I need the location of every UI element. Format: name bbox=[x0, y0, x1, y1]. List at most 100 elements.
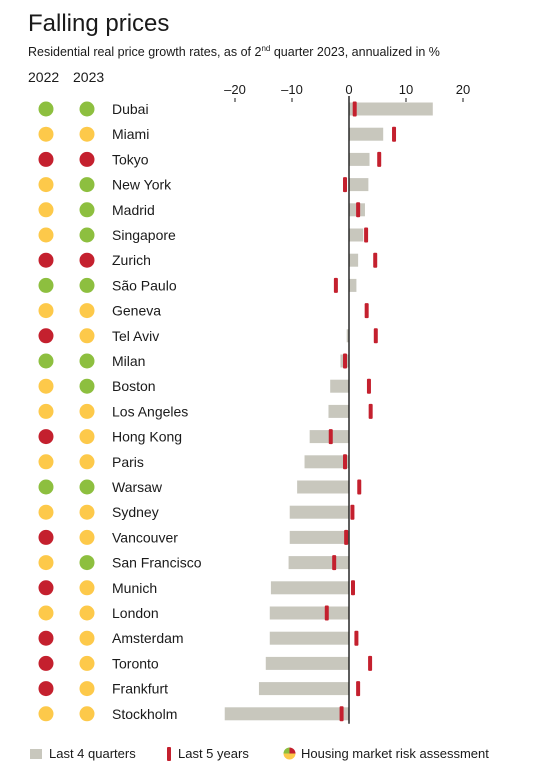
last-5-years-marker bbox=[357, 479, 362, 495]
last-4-quarters-bar bbox=[269, 631, 349, 645]
risk-2022-dot bbox=[38, 454, 54, 470]
risk-2023-dot bbox=[79, 227, 95, 243]
last-5-years-marker bbox=[392, 126, 397, 142]
risk-2023-dot bbox=[79, 403, 95, 419]
last-4-quarters-bar bbox=[346, 329, 349, 343]
last-4-quarters-bar bbox=[349, 253, 359, 267]
last-5-years-marker bbox=[356, 681, 361, 697]
risk-2023-dot bbox=[79, 429, 95, 445]
legend-bar-swatch bbox=[30, 748, 42, 759]
risk-2023-dot bbox=[79, 202, 95, 218]
city-label: Frankfurt bbox=[112, 681, 168, 697]
city-label: Los Angeles bbox=[112, 403, 188, 419]
risk-2023-dot bbox=[79, 328, 95, 344]
city-label: Sydney bbox=[112, 504, 159, 520]
last-4-quarters-bar bbox=[330, 379, 349, 393]
risk-2023-dot bbox=[79, 555, 95, 571]
legend-last-5-years: Last 5 years bbox=[167, 746, 249, 761]
subtitle-superscript: nd bbox=[261, 44, 271, 53]
risk-2022-dot bbox=[38, 202, 54, 218]
city-label: Hong Kong bbox=[112, 429, 182, 445]
last-5-years-marker bbox=[373, 328, 378, 344]
risk-2022-dot bbox=[38, 328, 54, 344]
last-4-quarters-bar bbox=[349, 278, 357, 292]
risk-2022-dot bbox=[38, 101, 54, 117]
legend-last-4-quarters: Last 4 quarters bbox=[30, 746, 136, 761]
last-5-years-marker bbox=[352, 101, 357, 117]
last-5-years-marker bbox=[324, 605, 329, 621]
last-4-quarters-bar bbox=[289, 505, 349, 519]
city-label: Singapore bbox=[112, 227, 176, 243]
last-4-quarters-bar bbox=[297, 480, 349, 494]
x-tick-label: 0 bbox=[345, 82, 352, 97]
risk-2023-dot bbox=[79, 378, 95, 394]
risk-2022-dot bbox=[38, 655, 54, 671]
last-4-quarters-bar bbox=[270, 581, 349, 595]
city-label: Tel Aviv bbox=[112, 328, 159, 344]
city-label: Toronto bbox=[112, 655, 159, 671]
city-label: Milan bbox=[112, 353, 145, 369]
risk-2022-dot bbox=[38, 303, 54, 319]
city-label: London bbox=[112, 605, 159, 621]
last-4-quarters-bar bbox=[349, 178, 369, 192]
last-4-quarters-bar bbox=[289, 530, 349, 544]
x-tick-label: –10 bbox=[281, 82, 303, 97]
city-label: Zurich bbox=[112, 252, 151, 268]
city-label: New York bbox=[112, 177, 172, 193]
legend-last-4-quarters-label: Last 4 quarters bbox=[49, 746, 136, 761]
risk-2022-dot bbox=[38, 706, 54, 722]
risk-2022-dot bbox=[38, 529, 54, 545]
risk-2022-dot bbox=[38, 378, 54, 394]
last-4-quarters-bar bbox=[265, 656, 349, 670]
risk-2022-dot bbox=[38, 681, 54, 697]
city-label: Vancouver bbox=[112, 529, 178, 545]
last-5-years-marker bbox=[343, 454, 348, 470]
last-4-quarters-bar bbox=[349, 127, 384, 141]
risk-2023-dot bbox=[79, 630, 95, 646]
city-label: Amsterdam bbox=[112, 630, 184, 646]
risk-2022-dot bbox=[38, 479, 54, 495]
last-5-years-marker bbox=[366, 378, 371, 394]
risk-2023-dot bbox=[79, 454, 95, 470]
year-2022-header: 2022 bbox=[28, 69, 60, 85]
city-label: Madrid bbox=[112, 202, 155, 218]
legend-risk-assessment: Housing market risk assessment bbox=[283, 746, 489, 761]
risk-2023-dot bbox=[79, 277, 95, 293]
city-label: Munich bbox=[112, 580, 157, 596]
risk-assessment-icon bbox=[283, 747, 296, 760]
chart-title: Falling prices bbox=[28, 10, 170, 37]
last-5-years-marker bbox=[332, 555, 337, 571]
city-label: Miami bbox=[112, 126, 149, 142]
risk-2022-dot bbox=[38, 126, 54, 142]
last-5-years-marker bbox=[344, 529, 349, 545]
risk-2022-dot bbox=[38, 429, 54, 445]
risk-2023-dot bbox=[79, 580, 95, 596]
risk-2023-dot bbox=[79, 126, 95, 142]
last-4-quarters-bar bbox=[328, 404, 349, 418]
risk-2023-dot bbox=[79, 479, 95, 495]
chart-subtitle: Residential real price growth rates, as … bbox=[28, 44, 440, 59]
city-label: Dubai bbox=[112, 101, 149, 117]
x-tick-label: –20 bbox=[224, 82, 246, 97]
risk-2023-dot bbox=[79, 252, 95, 268]
risk-2022-dot bbox=[38, 227, 54, 243]
last-4-quarters-bar bbox=[224, 707, 349, 721]
last-5-years-marker bbox=[364, 227, 369, 243]
risk-2022-dot bbox=[38, 605, 54, 621]
x-tick-label: 20 bbox=[456, 82, 470, 97]
last-4-quarters-bar bbox=[349, 152, 370, 166]
risk-2022-dot bbox=[38, 353, 54, 369]
last-5-years-marker bbox=[343, 353, 348, 369]
risk-2022-dot bbox=[38, 177, 54, 193]
year-2023-header: 2023 bbox=[73, 69, 105, 85]
legend-last-5-years-label: Last 5 years bbox=[178, 746, 249, 761]
last-5-years-marker bbox=[373, 252, 378, 268]
risk-2023-dot bbox=[79, 681, 95, 697]
last-5-years-marker bbox=[339, 706, 344, 722]
last-5-years-marker bbox=[343, 177, 348, 193]
risk-2022-dot bbox=[38, 504, 54, 520]
legend-risk-assessment-label: Housing market risk assessment bbox=[301, 746, 489, 761]
risk-2023-dot bbox=[79, 177, 95, 193]
risk-2023-dot bbox=[79, 303, 95, 319]
